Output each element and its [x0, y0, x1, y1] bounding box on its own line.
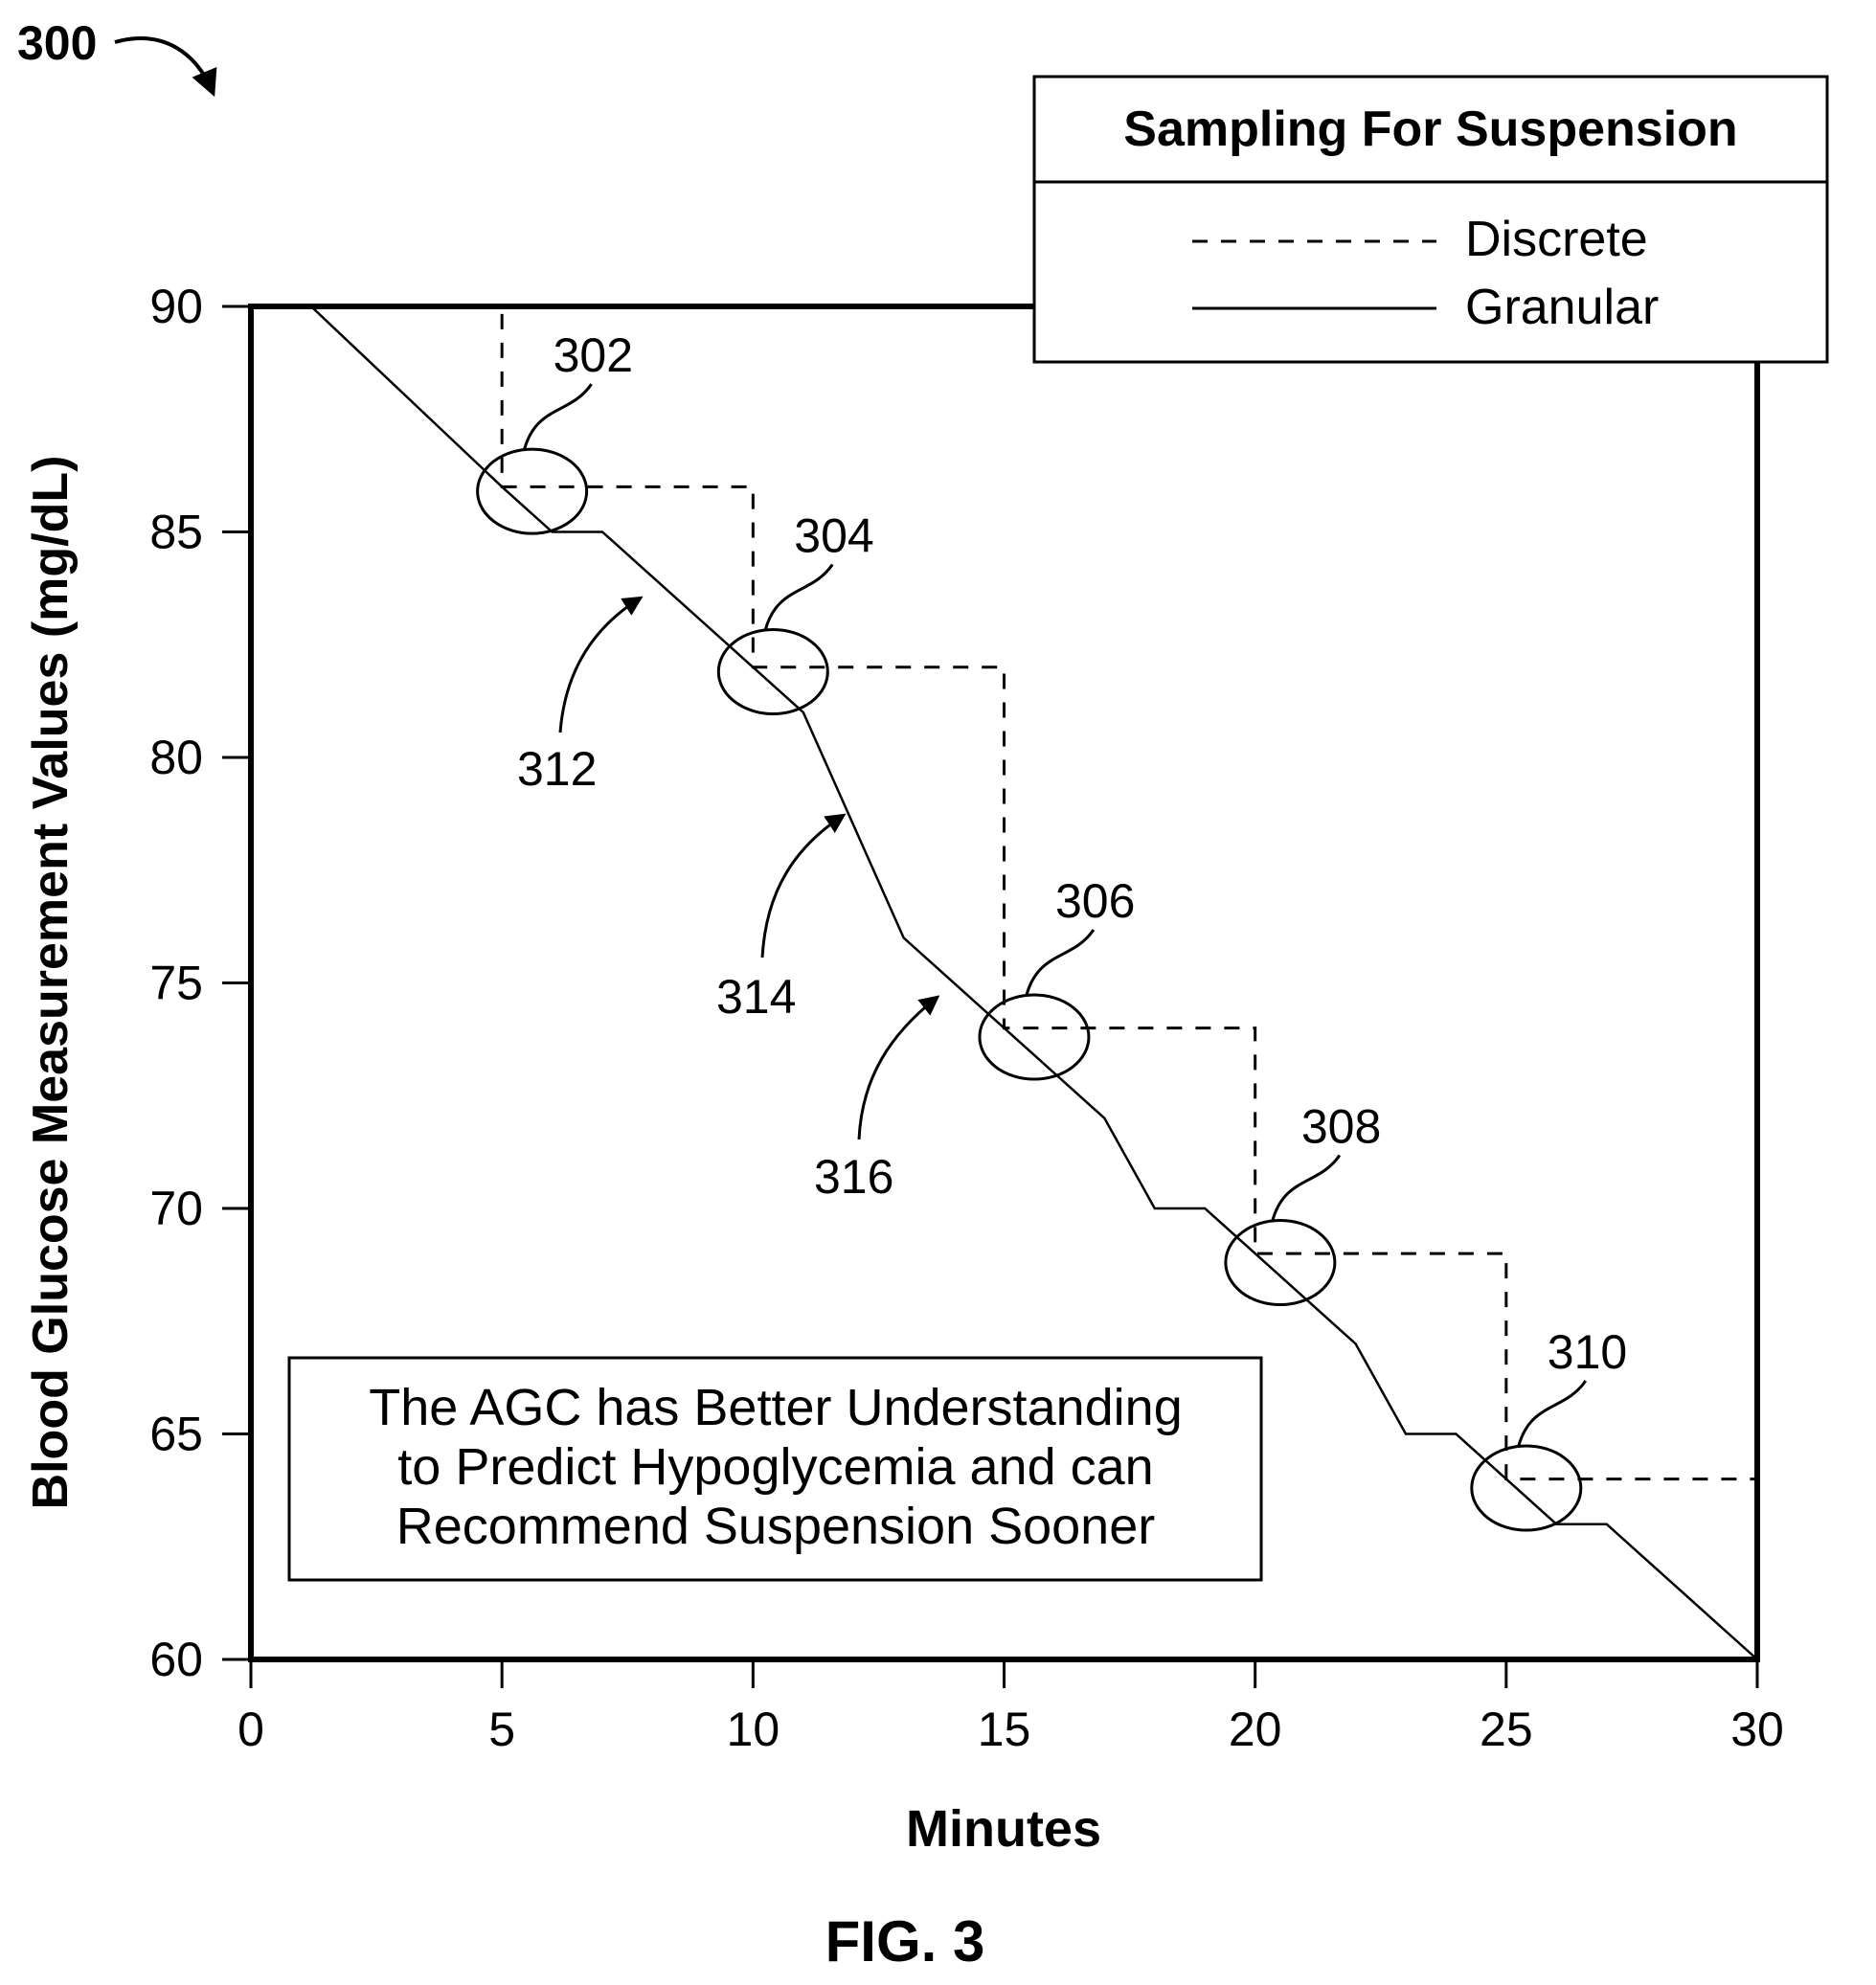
callout-label-306: 306: [1055, 874, 1135, 928]
callout-leader-308: [1271, 1154, 1342, 1221]
annotation-line-3: Recommend Suspension Sooner: [396, 1498, 1155, 1555]
x-axis-title: Minutes: [906, 1800, 1101, 1858]
annotation-line-2: to Predict Hypoglycemia and can: [397, 1438, 1153, 1496]
segment-label-312: 312: [517, 742, 597, 796]
callout-layer: 302 304 306 308 310: [476, 328, 1627, 1532]
annotation-box: The AGC has Better Understanding to Pred…: [287, 1356, 1263, 1582]
x-tick-label: 15: [978, 1703, 1031, 1756]
y-tick-label: 90: [149, 280, 203, 333]
y-axis-title: Blood Glucose Measurement Values (mg/dL): [23, 456, 79, 1510]
legend-entry-granular: Granular: [1465, 280, 1659, 335]
x-tick-label: 30: [1730, 1703, 1784, 1756]
callout-ellipse-302: [476, 447, 589, 535]
x-tick-label: 20: [1229, 1703, 1282, 1756]
callout-leader-306: [1025, 929, 1096, 996]
series-discrete: [251, 305, 1757, 1481]
figure-ref-number: 300: [17, 16, 97, 70]
y-tick-label: 80: [149, 731, 203, 784]
figure-caption: FIG. 3: [825, 1909, 985, 1974]
callout-label-302: 302: [554, 328, 633, 382]
segment-arrow-316: [857, 995, 940, 1140]
legend: Sampling For Suspension Discrete Granula…: [1032, 75, 1829, 364]
series-layer: [251, 305, 1758, 1660]
callout-label-310: 310: [1548, 1325, 1627, 1379]
axis-tick-labels: 0 5 10 15 20 25 30 60 65 70 75 80 85 90: [149, 280, 1783, 1756]
x-tick-label: 5: [488, 1703, 515, 1756]
figure-ref-arrow: [114, 36, 217, 98]
series-granular: [251, 305, 1758, 1660]
segment-arrow-314: [760, 813, 847, 959]
callout-label-308: 308: [1301, 1100, 1381, 1154]
y-tick-label: 75: [149, 957, 203, 1010]
axis-ticks: [222, 305, 1759, 1688]
x-tick-label: 0: [237, 1703, 264, 1756]
callout-leader-304: [763, 563, 834, 630]
callout-ellipse-304: [716, 628, 829, 716]
y-tick-label: 70: [149, 1182, 203, 1235]
callout-label-304: 304: [794, 509, 873, 563]
segment-label-314: 314: [716, 970, 796, 1024]
y-tick-label: 85: [149, 506, 203, 559]
legend-title: Sampling For Suspension: [1123, 102, 1737, 157]
y-tick-label: 65: [149, 1408, 203, 1461]
x-tick-label: 10: [727, 1703, 780, 1756]
y-tick-label: 60: [149, 1633, 203, 1686]
callout-ellipse-308: [1224, 1219, 1337, 1307]
legend-entry-discrete: Discrete: [1465, 212, 1648, 267]
segment-arrow-312: [558, 596, 644, 733]
callout-leader-302: [523, 383, 593, 450]
callout-leader-310: [1517, 1380, 1588, 1447]
segment-label-316: 316: [814, 1150, 893, 1204]
x-tick-label: 25: [1480, 1703, 1533, 1756]
callout-ellipse-306: [978, 993, 1091, 1081]
callout-ellipse-310: [1470, 1444, 1583, 1532]
annotation-line-1: The AGC has Better Understanding: [369, 1379, 1182, 1436]
